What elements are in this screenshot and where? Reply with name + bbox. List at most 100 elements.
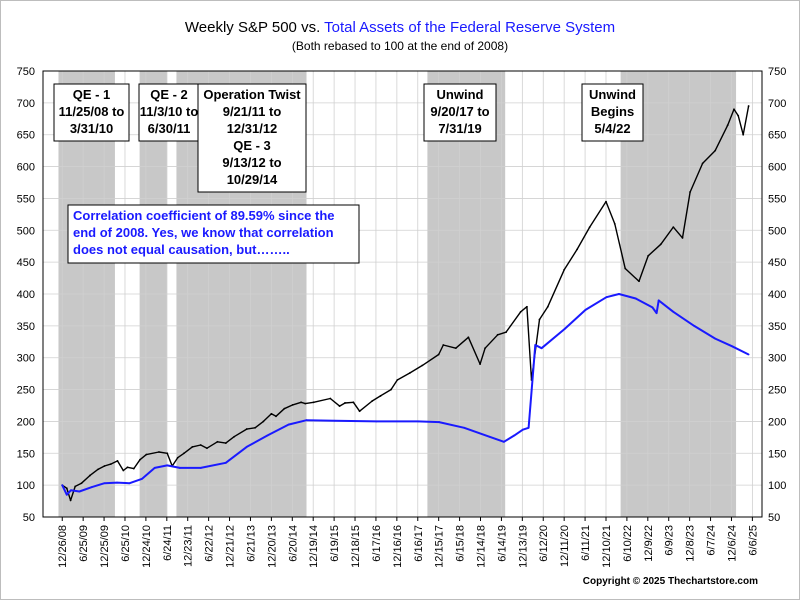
y-tick-label-right: 150 — [768, 448, 786, 460]
x-tick-label: 6/17/16 — [371, 525, 383, 562]
annotation-box-twist — [197, 83, 307, 193]
fed-point — [65, 493, 68, 496]
sp500-point — [283, 407, 286, 410]
y-tick-label-right: 750 — [768, 66, 786, 78]
sp500-point — [659, 243, 662, 246]
fed-point — [657, 299, 660, 302]
sp500-point — [80, 482, 83, 485]
y-tick-label-right: 50 — [768, 512, 780, 524]
fed-point — [534, 344, 537, 346]
sp500-point — [605, 200, 607, 203]
x-tick-label: 6/20/14 — [287, 525, 299, 562]
sp500-point — [737, 114, 740, 117]
x-tick-label: 12/24/10 — [141, 525, 153, 568]
fed-point — [563, 328, 566, 330]
y-tick-label-left: 100 — [17, 480, 35, 492]
fed-point — [463, 426, 466, 429]
x-tick-label: 6/15/18 — [455, 525, 467, 562]
annotation-line-qe2: QE - 2 — [150, 87, 188, 102]
sp500-point — [505, 331, 507, 334]
x-tick-label: 6/12/20 — [538, 525, 550, 562]
fed-point — [61, 484, 64, 487]
y-tick-label-left: 300 — [17, 353, 35, 365]
fed-point — [503, 440, 505, 443]
y-tick-label-left: 750 — [17, 66, 35, 78]
sp500-point — [563, 268, 566, 271]
x-tick-label: 12/10/21 — [601, 525, 613, 568]
sp500-point — [275, 415, 277, 418]
sp500-point — [126, 466, 129, 469]
x-tick-label: 6/19/15 — [329, 525, 341, 562]
sp500-point — [408, 372, 411, 374]
fed-point — [103, 482, 106, 485]
chart-title: Weekly S&P 500 vs. Total Assets of the F… — [0, 19, 800, 36]
sp500-point — [312, 401, 315, 404]
sp500-point — [647, 254, 650, 257]
fed-point — [116, 481, 118, 484]
x-tick-label: 6/14/19 — [496, 525, 508, 562]
annotation-line-unwind1: Unwind — [437, 87, 484, 102]
sp500-point — [199, 444, 202, 446]
x-tick-label: 12/15/17 — [434, 525, 446, 568]
sp500-point — [484, 347, 487, 350]
fed-point — [305, 419, 308, 422]
sp500-point — [672, 226, 675, 229]
fed-point — [714, 337, 717, 340]
x-tick-label: 6/6/25 — [747, 525, 759, 556]
sp500-point — [352, 401, 355, 404]
sp500-point — [145, 453, 148, 456]
sp500-point — [701, 162, 704, 165]
sp500-point — [206, 447, 208, 450]
chart-title-blue: Total Assets of the Federal Reserve Syst… — [324, 19, 616, 36]
fed-point — [91, 486, 93, 488]
chart-subtitle: (Both rebased to 100 at the end of 2008) — [291, 39, 509, 53]
sp500-point — [97, 468, 100, 471]
fed-point — [166, 464, 169, 467]
x-tick-label: 12/13/19 — [517, 525, 529, 568]
fed-point — [375, 420, 378, 423]
annotation-box-qe1 — [53, 83, 130, 142]
correlation-note-line: does not equal causation, but…….. — [73, 242, 290, 257]
y-tick-label-right: 550 — [768, 193, 786, 205]
annotation-line-twist: 12/31/12 — [227, 121, 278, 136]
sp500-point — [379, 395, 382, 397]
sp500-point — [176, 456, 179, 459]
fed-point — [128, 482, 131, 485]
y-tick-label-right: 200 — [768, 416, 786, 428]
y-tick-label-right: 250 — [768, 385, 786, 397]
sp500-point — [613, 223, 616, 225]
annotation-line-twist: QE - 3 — [233, 138, 271, 153]
annotation-line-qe1: 11/25/08 to — [59, 104, 125, 119]
annotation-line-twist: 9/21/11 to — [223, 104, 282, 119]
sp500-point — [270, 412, 273, 415]
annotation-line-unwind2: Unwind — [589, 87, 636, 102]
x-tick-label: 6/16/17 — [413, 525, 425, 562]
sp500-point — [216, 440, 219, 443]
fed-point — [266, 434, 269, 437]
y-tick-label-right: 350 — [768, 321, 786, 333]
x-tick-label: 12/16/16 — [392, 525, 404, 568]
y-tick-label-right: 300 — [768, 353, 786, 365]
fed-point — [333, 419, 336, 422]
fed-point — [199, 467, 202, 469]
sp500-point — [624, 267, 627, 270]
fed-point — [153, 467, 156, 469]
sp500-point — [714, 149, 717, 152]
chart-title-main: Weekly S&P 500 vs. — [184, 19, 325, 36]
sp500-point — [689, 191, 691, 193]
sp500-point — [390, 388, 392, 391]
annotation-line-unwind2: Begins — [591, 104, 634, 119]
x-tick-label: 12/21/12 — [225, 525, 237, 568]
fed-point — [634, 297, 637, 300]
sp500-point — [454, 347, 457, 350]
y-tick-label-right: 400 — [768, 289, 786, 301]
annotation-line-qe1: QE - 1 — [73, 87, 111, 102]
annotation-line-unwind1: 7/31/19 — [438, 121, 481, 136]
y-tick-label-left: 450 — [17, 257, 35, 269]
x-tick-label: 6/25/09 — [78, 525, 90, 562]
sp500-point — [191, 446, 194, 448]
y-tick-label-right: 100 — [768, 480, 786, 492]
y-tick-label-left: 700 — [17, 98, 35, 110]
sp500-point — [74, 485, 77, 488]
